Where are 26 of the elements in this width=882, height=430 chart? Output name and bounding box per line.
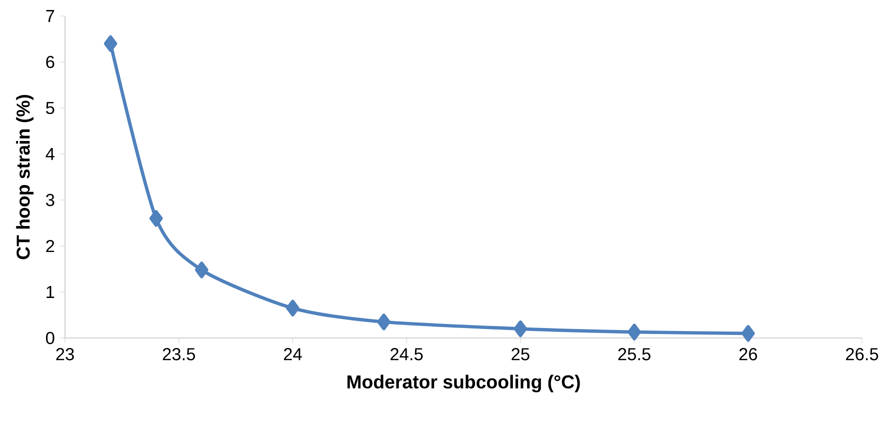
point: [104, 35, 118, 52]
x-tick-label: 24: [284, 348, 302, 360]
point: [377, 314, 390, 330]
x-tick-label: 23.5: [162, 348, 195, 360]
y-tick-label: 3: [46, 194, 54, 206]
x-tick-label: 26.5: [846, 348, 878, 360]
x-tick-label: 25.5: [618, 348, 650, 360]
y-tick-label: 4: [46, 148, 54, 160]
y-tick-label: 6: [46, 56, 54, 68]
x-axis-title: Moderator subcooling (°C): [347, 374, 580, 392]
point: [149, 210, 163, 227]
x-tick-label: 23: [56, 348, 74, 360]
y-axis-title: CT hoop strain (%): [16, 94, 34, 260]
x-tick-label: 25: [512, 348, 530, 360]
point: [514, 320, 528, 338]
x-tick-label: 24.5: [390, 348, 423, 360]
y-tick-label: 2: [46, 240, 54, 252]
y-tick-label: 0: [46, 332, 54, 344]
y-tick-label: 7: [46, 10, 54, 22]
point: [628, 324, 641, 340]
point: [194, 262, 208, 278]
point: [286, 300, 300, 316]
x-tick-label: 26: [739, 348, 758, 360]
point: [741, 325, 755, 342]
y-tick-label: 5: [46, 102, 54, 114]
y-tick-label: 1: [46, 286, 54, 298]
